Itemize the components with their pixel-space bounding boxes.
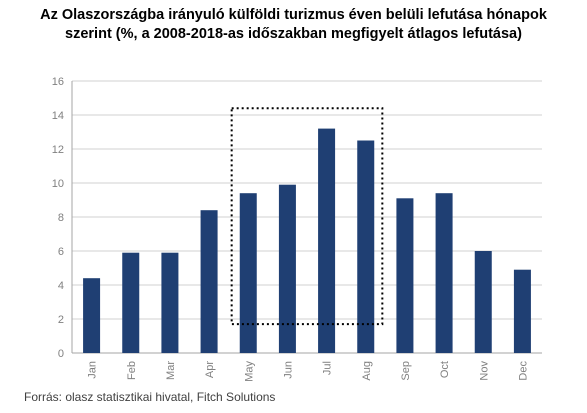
chart-title-line-1: Az Olaszországba irányuló külföldi turiz… — [40, 7, 547, 23]
bar — [474, 251, 492, 353]
bar — [396, 198, 414, 353]
x-tick-label: Jul — [322, 361, 334, 375]
x-tick-label: Sep — [400, 361, 412, 381]
bar — [200, 210, 218, 353]
bar — [122, 252, 140, 353]
bar — [83, 278, 101, 353]
y-tick-label: 0 — [58, 348, 64, 360]
y-tick-label: 16 — [52, 76, 64, 88]
x-tick-label: Jan — [87, 361, 99, 379]
x-tick-label: Apr — [204, 361, 216, 378]
bar — [239, 193, 257, 353]
x-tick-label: Aug — [361, 361, 373, 381]
bar — [513, 269, 531, 353]
y-tick-label: 14 — [52, 110, 64, 122]
highlight-box — [230, 107, 384, 326]
x-tick-label: Dec — [517, 361, 529, 381]
y-tick-label: 10 — [52, 178, 64, 190]
bar — [161, 252, 179, 353]
bar — [318, 128, 336, 353]
bar — [435, 193, 453, 353]
x-tick-label: May — [243, 361, 255, 382]
x-tick-label: Nov — [478, 361, 490, 381]
x-tick-label: Feb — [126, 361, 138, 380]
bar — [278, 184, 296, 353]
x-tick-label: Oct — [439, 361, 451, 378]
source-note: Forrás: olasz statisztikai hivatal, Fitc… — [24, 390, 276, 404]
y-tick-label: 12 — [52, 144, 64, 156]
y-tick-label: 8 — [58, 212, 64, 224]
x-tick-label: Mar — [165, 361, 177, 380]
y-tick-label: 4 — [58, 280, 64, 292]
bar — [357, 140, 375, 353]
y-tick-label: 2 — [58, 314, 64, 326]
chart-title-line-2: szerint (%, a 2008-2018-as időszakban me… — [65, 26, 522, 42]
chart-title: Az Olaszországba irányuló külföldi turiz… — [0, 6, 587, 44]
y-tick-label: 6 — [58, 246, 64, 258]
x-tick-label: Jun — [282, 361, 294, 379]
